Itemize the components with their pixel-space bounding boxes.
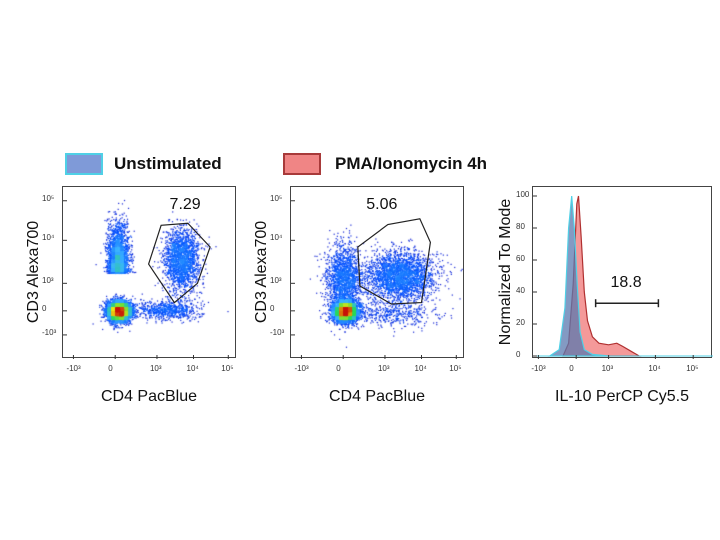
x-tick-label: 10³ — [377, 364, 390, 373]
x-tick-label: 10³ — [601, 364, 614, 373]
y-tick-label: 20 — [516, 318, 525, 327]
density-dots — [63, 187, 237, 359]
gate-overlay — [291, 200, 457, 359]
x-tick-label: 10⁵ — [686, 364, 699, 373]
y-tick-label: 10⁵ — [270, 193, 283, 203]
x-axis-label: CD4 PacBlue — [100, 388, 198, 405]
x-tick-label: 0 — [336, 364, 341, 373]
x-tick-label: -10³ — [531, 364, 546, 373]
gate-overlay — [63, 200, 229, 359]
y-tick-label: 10⁴ — [270, 233, 283, 243]
y-tick-label: 10³ — [270, 276, 282, 286]
x-tick-label: 10⁴ — [648, 364, 661, 373]
y-tick-label: 0 — [270, 303, 275, 313]
histogram-unstimulated — [547, 195, 609, 357]
x-tick-label: -10³ — [66, 364, 81, 373]
marker-percent: 18.8 — [610, 274, 642, 292]
dot-plot-2 — [290, 186, 465, 359]
x-axis-label: CD4 PacBlue — [328, 388, 426, 405]
y-tick-label: 0 — [42, 303, 47, 313]
dot-plot-1 — [62, 186, 237, 359]
y-tick-label: 100 — [516, 190, 530, 199]
y-tick-label: 60 — [516, 254, 525, 263]
y-tick-label: 10⁴ — [42, 233, 55, 243]
gate-polygon[interactable] — [147, 222, 211, 304]
x-tick-label: 0 — [569, 364, 574, 373]
gate-polygon[interactable] — [357, 218, 432, 305]
x-tick-label: 10⁵ — [449, 364, 462, 373]
y-axis-label: CD3 Alexa700 — [253, 220, 270, 324]
x-tick-label: 10⁴ — [186, 364, 199, 373]
y-tick-label: 10³ — [42, 276, 54, 286]
x-axis-label: IL-10 PerCP Cy5.5 — [555, 388, 689, 405]
y-axis-label: Normalized To Mode — [497, 198, 514, 346]
legend-swatch-unstimulated — [65, 153, 103, 175]
density-dots — [291, 187, 465, 359]
y-tick-label: -10³ — [270, 327, 285, 337]
y-axis-label: CD3 Alexa700 — [25, 220, 42, 324]
x-tick-label: 0 — [108, 364, 113, 373]
y-tick-label: 80 — [516, 222, 525, 231]
y-tick-label: 10⁵ — [42, 193, 55, 203]
legend-label-pma: PMA/Ionomycin 4h — [335, 154, 488, 173]
y-tick-label: -10³ — [42, 327, 57, 337]
legend-label-unstimulated: Unstimulated — [114, 154, 222, 173]
x-tick-label: -10³ — [294, 364, 309, 373]
x-tick-label: 10⁴ — [414, 364, 427, 373]
x-tick-label: 10⁵ — [221, 364, 234, 373]
x-tick-label: 10³ — [149, 364, 162, 373]
gate-percent: 5.06 — [366, 196, 398, 213]
y-tick-label: 0 — [516, 350, 521, 359]
legend-swatch-pma — [283, 153, 321, 175]
histogram-panel — [532, 186, 713, 359]
y-tick-label: 40 — [516, 286, 525, 295]
gate-percent: 7.29 — [169, 196, 201, 213]
